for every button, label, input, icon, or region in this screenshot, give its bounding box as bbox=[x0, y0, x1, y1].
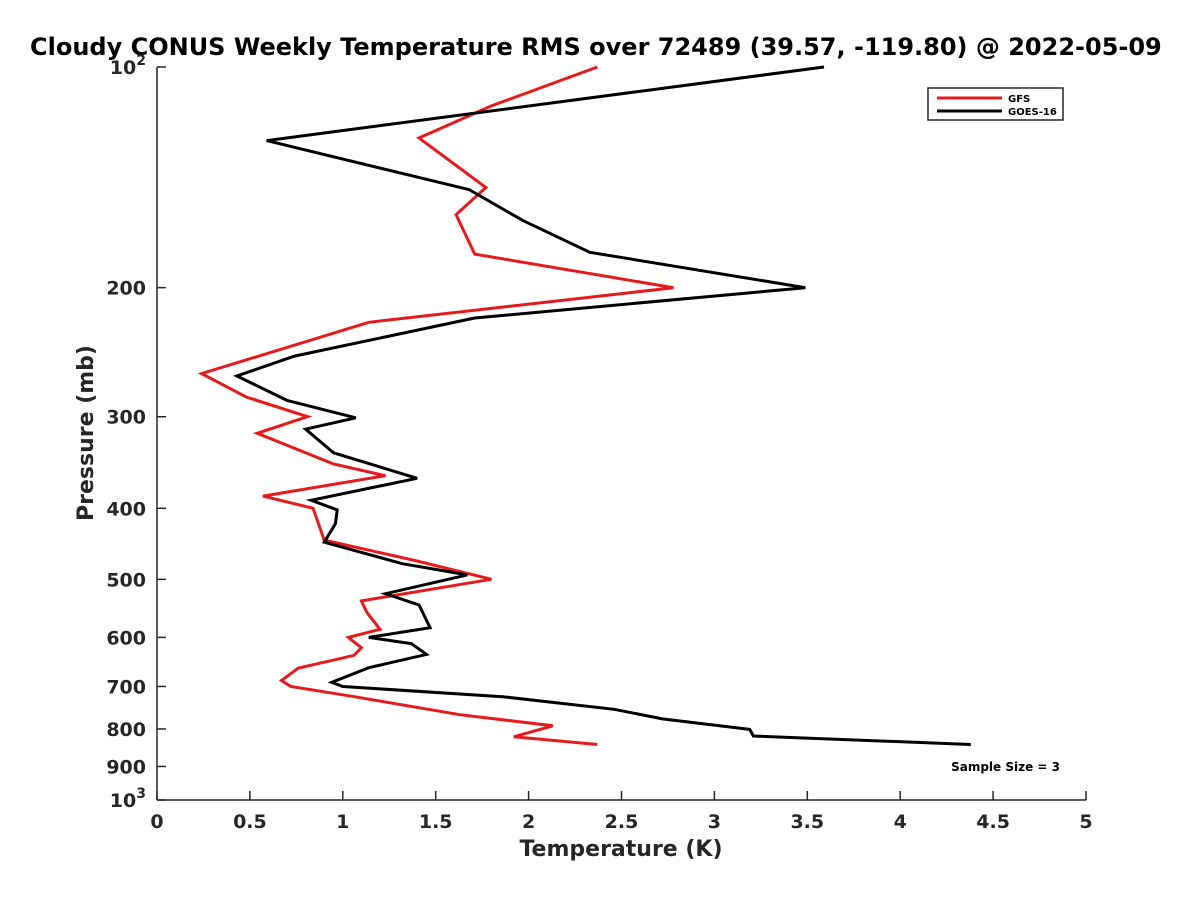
series-layer bbox=[197, 65, 971, 746]
x-tick-label: 3 bbox=[708, 811, 721, 833]
legend: GFS GOES-16 bbox=[927, 87, 1064, 121]
x-tick-label: 2 bbox=[522, 811, 535, 833]
legend-label: GOES-16 bbox=[1008, 107, 1057, 118]
y-tick-label: 102 bbox=[110, 53, 146, 79]
y-tick-label: 300 bbox=[106, 407, 146, 429]
y-axis-label: Pressure (mb) bbox=[74, 345, 99, 521]
legend-label: GFS bbox=[1008, 94, 1030, 105]
x-tick-label: 4.5 bbox=[976, 811, 1010, 833]
sample-size-annotation: Sample Size = 3 bbox=[951, 760, 1060, 774]
series-line-gfs bbox=[197, 65, 674, 746]
legend-box bbox=[927, 87, 1064, 121]
y-tick-label: 103 bbox=[110, 786, 146, 812]
x-tick-label: 1 bbox=[336, 811, 349, 833]
y-tick-label: 500 bbox=[106, 569, 146, 591]
chart-title: Cloudy CONUS Weekly Temperature RMS over… bbox=[30, 33, 1162, 61]
series-line-goes-16 bbox=[232, 65, 971, 746]
y-tick-label: 700 bbox=[106, 676, 146, 698]
y-tick-label: 400 bbox=[106, 498, 146, 520]
x-tick-label: 0.5 bbox=[233, 811, 267, 833]
x-axis-label: Temperature (K) bbox=[519, 837, 722, 862]
x-tick-label: 5 bbox=[1079, 811, 1092, 833]
x-tick-label: 0 bbox=[150, 811, 163, 833]
x-tick-label: 2.5 bbox=[605, 811, 639, 833]
y-tick-label: 600 bbox=[106, 627, 146, 649]
x-tick-label: 4 bbox=[894, 811, 907, 833]
y-tick-label: 200 bbox=[106, 278, 146, 300]
x-tick-label: 1.5 bbox=[419, 811, 453, 833]
axes: 0 0.5 1 1.5 2 2.5 3 3.5 4 4.5 5 102 200 300 400 500 600 7… bbox=[106, 53, 1092, 833]
x-tick-label: 3.5 bbox=[790, 811, 824, 833]
y-tick-label: 900 bbox=[106, 756, 146, 778]
y-tick-label: 800 bbox=[106, 719, 146, 741]
